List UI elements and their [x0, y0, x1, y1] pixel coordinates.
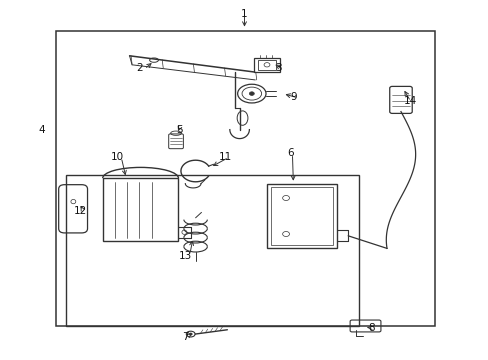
- Text: 11: 11: [218, 152, 231, 162]
- Bar: [66, 175, 359, 326]
- Bar: [56, 31, 434, 326]
- Text: 13: 13: [179, 251, 192, 261]
- Ellipse shape: [249, 92, 254, 95]
- Text: 8: 8: [367, 323, 374, 333]
- Ellipse shape: [189, 333, 192, 335]
- Text: 3: 3: [275, 63, 282, 73]
- Text: 6: 6: [287, 148, 294, 158]
- Text: 9: 9: [289, 92, 296, 102]
- Text: 1: 1: [241, 9, 247, 19]
- Bar: [271, 187, 332, 245]
- Text: 2: 2: [136, 63, 142, 73]
- Text: 7: 7: [182, 332, 189, 342]
- Text: 4: 4: [38, 125, 45, 135]
- Text: 14: 14: [403, 96, 417, 106]
- Text: 12: 12: [74, 206, 87, 216]
- Text: 5: 5: [176, 125, 183, 135]
- Text: 10: 10: [111, 152, 123, 162]
- Bar: [266, 184, 337, 248]
